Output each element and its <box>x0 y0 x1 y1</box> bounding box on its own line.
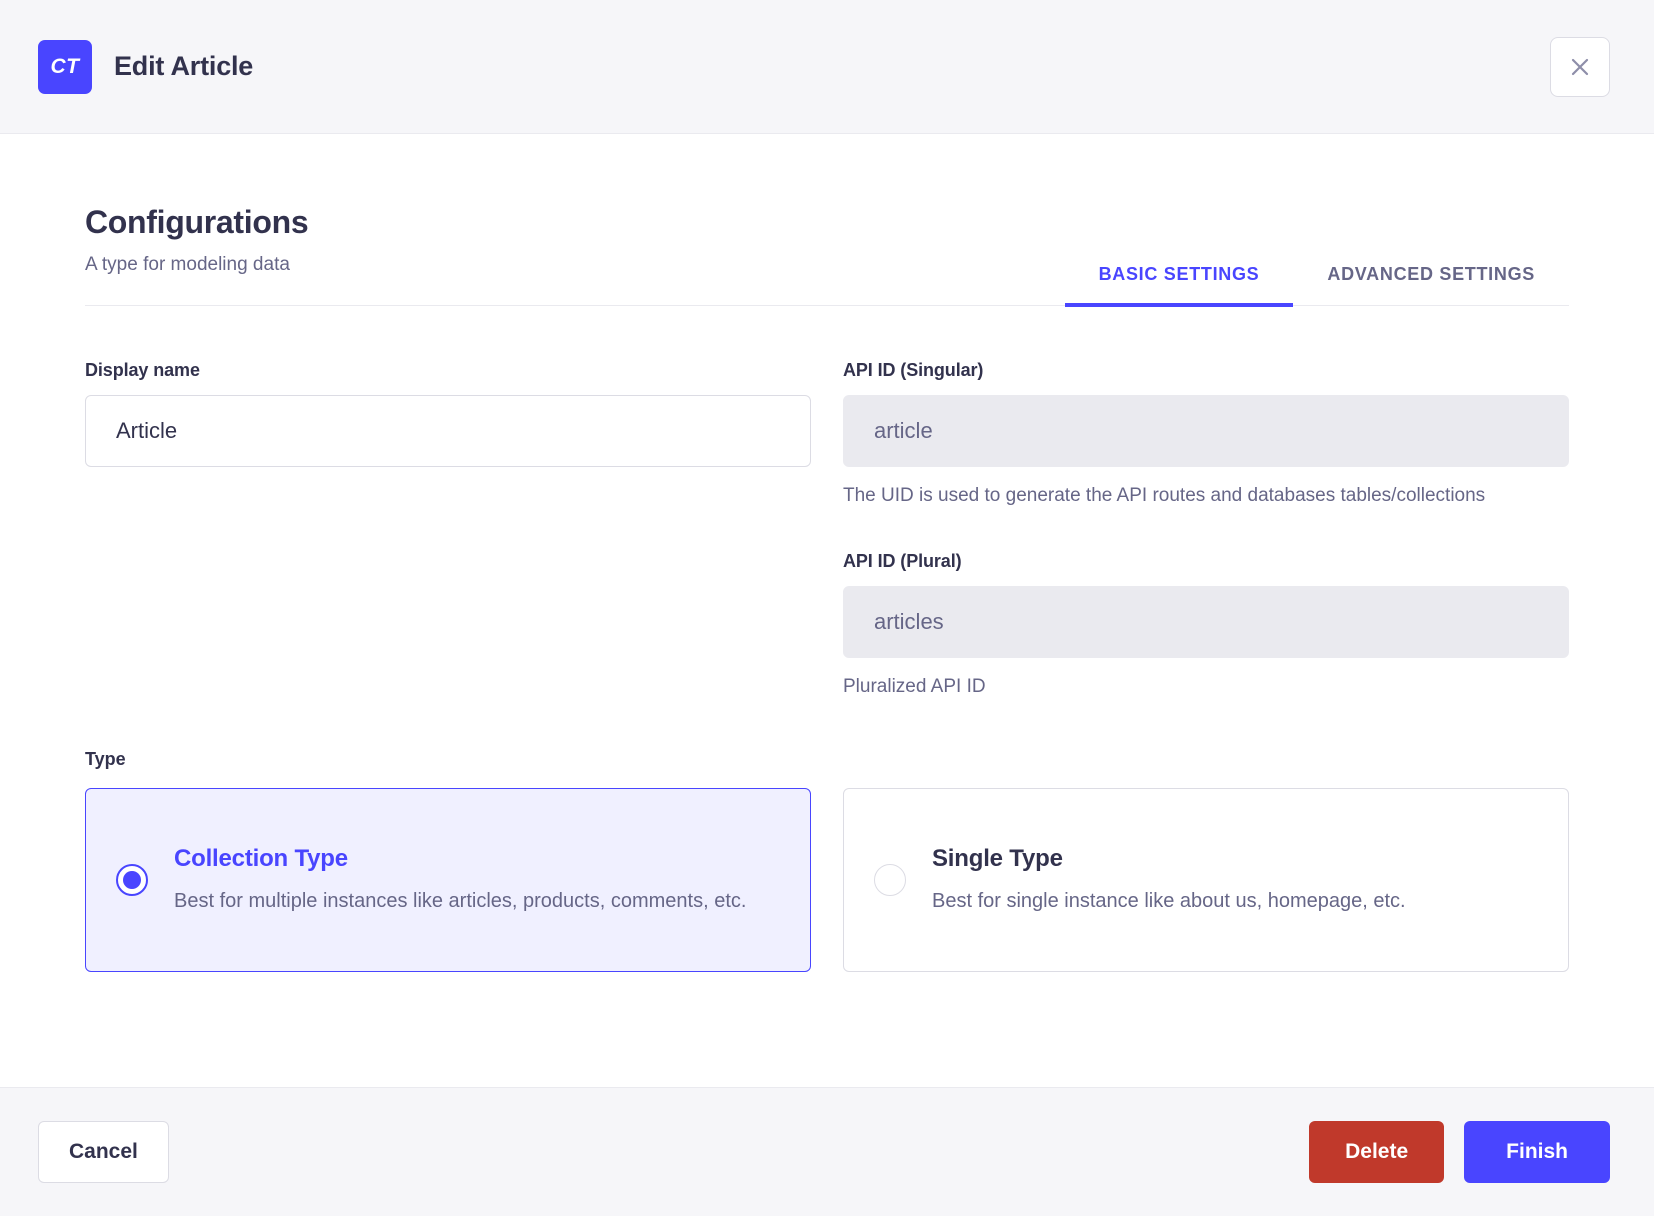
modal-body: Configurations A type for modeling data … <box>0 134 1654 1087</box>
single-type-description: Best for single instance like about us, … <box>932 889 1406 912</box>
field-api-id-singular: API ID (Singular) The UID is used to gen… <box>843 360 1569 510</box>
api-id-singular-hint: The UID is used to generate the API rout… <box>843 485 1486 507</box>
api-id-singular-input <box>843 395 1569 468</box>
single-type-text: Single Type Best for single instance lik… <box>932 845 1538 916</box>
content-type-badge: CT <box>38 39 92 94</box>
section-subtitle: A type for modeling data <box>85 253 290 275</box>
header-left-group: CT Edit Article <box>38 39 254 94</box>
cancel-button[interactable]: Cancel <box>38 1121 169 1183</box>
tab-advanced-settings[interactable]: ADVANCED SETTINGS <box>1327 264 1535 285</box>
api-id-singular-label: API ID (Singular) <box>843 360 984 381</box>
tab-basic-settings[interactable]: BASIC SETTINGS <box>1064 254 1294 308</box>
field-api-id-plural: API ID (Plural) Pluralized API ID <box>843 551 1569 701</box>
single-type-title: Single Type <box>932 844 1063 872</box>
configurations-header: Configurations A type for modeling data … <box>85 204 1569 308</box>
type-card-group: Collection Type Best for multiple instan… <box>85 788 1569 973</box>
page-title: Edit Article <box>114 51 254 81</box>
finish-button[interactable]: Finish <box>1464 1121 1610 1183</box>
radio-collection-type[interactable] <box>116 864 148 897</box>
form-grid: Display name API ID (Singular) The UID i… <box>85 360 1569 701</box>
settings-tabs: BASIC SETTINGS ADVANCED SETTINGS <box>1064 254 1569 308</box>
footer-right-group: Delete Finish <box>1309 1121 1610 1183</box>
section-title: Configurations <box>85 204 309 240</box>
close-icon <box>1568 55 1592 79</box>
modal-header: CT Edit Article <box>0 0 1654 134</box>
display-name-label: Display name <box>85 360 200 381</box>
delete-button[interactable]: Delete <box>1309 1121 1445 1183</box>
form-column-left: Display name <box>85 360 811 701</box>
form-column-right: API ID (Singular) The UID is used to gen… <box>843 360 1569 701</box>
type-option-single-type[interactable]: Single Type Best for single instance lik… <box>843 788 1569 973</box>
type-section: Type Collection Type Best for multiple i… <box>85 749 1569 973</box>
api-id-plural-label: API ID (Plural) <box>843 550 962 571</box>
modal-footer: Cancel Delete Finish <box>0 1087 1654 1216</box>
api-id-plural-input <box>843 585 1569 658</box>
field-display-name: Display name <box>85 360 811 468</box>
radio-single-type[interactable] <box>874 864 906 897</box>
type-option-collection-type[interactable]: Collection Type Best for multiple instan… <box>85 788 811 973</box>
collection-type-description: Best for multiple instances like article… <box>174 889 747 912</box>
display-name-input[interactable] <box>85 395 811 468</box>
type-label: Type <box>85 749 126 770</box>
close-button[interactable] <box>1550 36 1610 97</box>
collection-type-title: Collection Type <box>174 844 348 872</box>
section-titles: Configurations A type for modeling data <box>85 204 309 305</box>
api-id-plural-hint: Pluralized API ID <box>843 675 986 697</box>
collection-type-text: Collection Type Best for multiple instan… <box>174 845 780 916</box>
